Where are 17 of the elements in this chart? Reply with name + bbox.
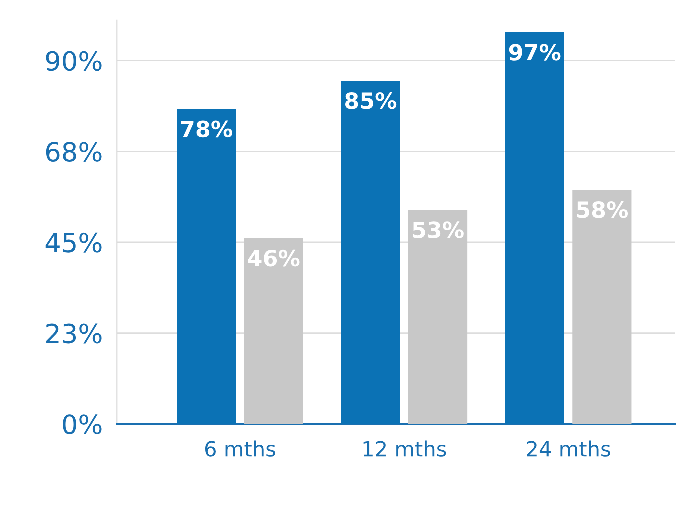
- y-tick-label: 45%: [46, 232, 102, 253]
- bar: [408, 210, 468, 424]
- bar: [572, 190, 632, 424]
- data-label: 97%: [509, 44, 561, 61]
- bar: [244, 238, 304, 424]
- x-tick-label: 12 mths: [364, 440, 446, 457]
- y-tick-label: 23%: [46, 324, 102, 344]
- bar: [505, 32, 564, 424]
- data-label: 85%: [345, 92, 397, 110]
- data-label: 78%: [181, 120, 232, 138]
- y-tick-label: 68%: [46, 142, 102, 162]
- y-tick-label: 0%: [63, 414, 102, 435]
- bar: [341, 80, 400, 424]
- y-tick-label: 90%: [46, 51, 102, 72]
- x-tick-label: 24 mths: [527, 440, 610, 457]
- bar: [177, 109, 236, 424]
- x-tick-label: 6 mths: [205, 440, 276, 457]
